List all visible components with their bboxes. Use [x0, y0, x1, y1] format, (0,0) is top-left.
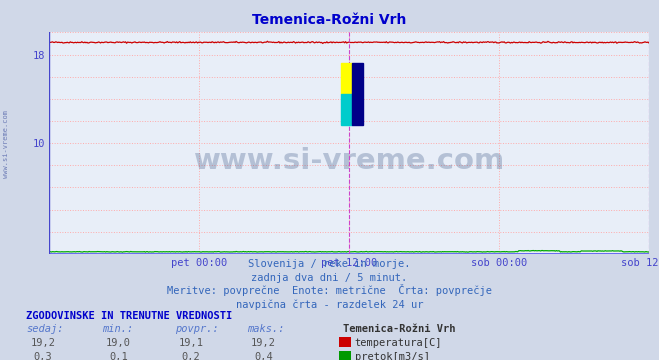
Bar: [341, 94, 353, 125]
Text: 0,2: 0,2: [182, 352, 200, 360]
Text: temperatura[C]: temperatura[C]: [355, 338, 442, 348]
Text: povpr.:: povpr.:: [175, 324, 218, 334]
Text: ZGODOVINSKE IN TRENUTNE VREDNOSTI: ZGODOVINSKE IN TRENUTNE VREDNOSTI: [26, 311, 233, 321]
Text: 19,2: 19,2: [30, 338, 55, 348]
Text: 0,4: 0,4: [254, 352, 273, 360]
Text: min.:: min.:: [102, 324, 133, 334]
Text: 19,0: 19,0: [106, 338, 131, 348]
Text: www.si-vreme.com: www.si-vreme.com: [194, 147, 505, 175]
Text: 0,1: 0,1: [109, 352, 128, 360]
Bar: [353, 63, 363, 125]
Bar: [341, 63, 353, 94]
Text: Slovenija / reke in morje.: Slovenija / reke in morje.: [248, 259, 411, 269]
Text: navpična črta - razdelek 24 ur: navpična črta - razdelek 24 ur: [236, 300, 423, 310]
Text: sedaj:: sedaj:: [26, 324, 64, 334]
Text: Meritve: povprečne  Enote: metrične  Črta: povprečje: Meritve: povprečne Enote: metrične Črta:…: [167, 284, 492, 297]
Text: 19,2: 19,2: [251, 338, 276, 348]
Text: www.si-vreme.com: www.si-vreme.com: [3, 110, 9, 178]
Text: maks.:: maks.:: [247, 324, 285, 334]
Text: pretok[m3/s]: pretok[m3/s]: [355, 352, 430, 360]
Text: Temenica-Rožni Vrh: Temenica-Rožni Vrh: [252, 13, 407, 27]
Text: zadnja dva dni / 5 minut.: zadnja dva dni / 5 minut.: [251, 273, 408, 283]
Text: 0,3: 0,3: [34, 352, 52, 360]
Text: 19,1: 19,1: [179, 338, 204, 348]
Text: Temenica-Rožni Vrh: Temenica-Rožni Vrh: [343, 324, 455, 334]
